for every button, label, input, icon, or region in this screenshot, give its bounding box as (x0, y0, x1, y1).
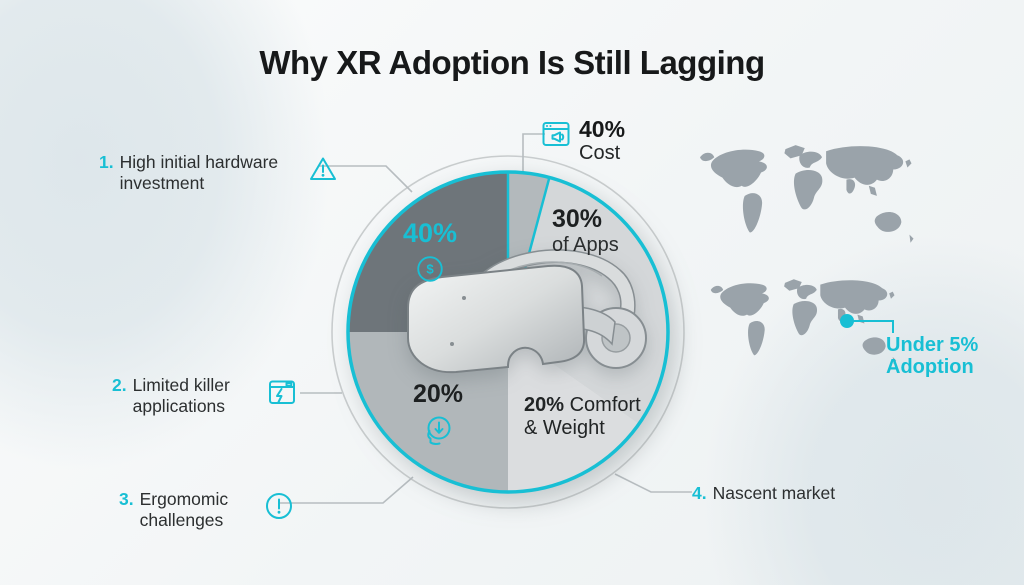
slice-value: 30% (552, 205, 603, 233)
slice-value: 40% (402, 218, 458, 248)
reason-text: High initial hardware investment (119, 152, 279, 194)
world-map-top (700, 145, 914, 243)
reason-item-1: 1. High initial hardware investment (99, 152, 338, 195)
slice-label-apps: 30% of Apps (552, 205, 619, 257)
pie-slice-comfort-weight (508, 332, 640, 492)
leader-line-reason-3 (280, 476, 414, 504)
page-title: Why XR Adoption Is Still Lagging (259, 44, 765, 81)
slice-value: 20% (412, 380, 464, 408)
map-callout-line2: Adoption (886, 356, 974, 379)
slice-label-ergonomics: 20% (392, 380, 484, 454)
broken-app-icon (267, 377, 297, 407)
reason-number: 1. (99, 152, 114, 172)
dollar-circle-icon: $ (414, 253, 446, 290)
cost-label: Cost (579, 142, 621, 165)
reason-text: Ergomomic challenges (139, 489, 229, 531)
leader-line-reason-1 (318, 165, 413, 193)
reason-number: 3. (119, 489, 134, 509)
reason-text: Limited killer applications (132, 375, 230, 417)
cost-callout: 40% Cost (540, 116, 626, 165)
ad-window-icon (540, 118, 572, 150)
vr-headset-illustration (400, 246, 662, 408)
slice-text: Comfort & Weight (524, 394, 641, 439)
cost-value: 40% (579, 116, 626, 142)
head-down-arrow-icon (420, 413, 456, 454)
pie-slice-ergonomics (348, 332, 508, 492)
slice-text: of Apps (552, 233, 619, 256)
reason-text: Nascent market (712, 483, 836, 503)
slice-value: 20% (524, 394, 565, 416)
pie-outer-ring (331, 155, 685, 509)
warning-triangle-icon (308, 154, 338, 184)
map-callout-line1: Under 5% (886, 334, 979, 356)
circle-exclamation-icon (264, 491, 294, 521)
slice-label-comfort: 20% Comfort & Weight (524, 394, 658, 439)
leader-line-reason-4 (614, 473, 692, 493)
map-callout: Under 5% Adoption (886, 334, 978, 379)
reason-item-2: 2. Limited killer applications (112, 375, 297, 418)
reason-number: 2. (112, 375, 127, 395)
reason-number: 4. (692, 483, 707, 503)
adoption-dot (840, 314, 854, 328)
reason-item-4: 4. Nascent market (692, 483, 835, 504)
leader-line-cost (522, 133, 545, 175)
reason-item-3: 3. Ergomomic challenges (119, 489, 294, 532)
slice-label-hardware: 40% $ (384, 218, 476, 290)
svg-text:$: $ (426, 262, 434, 277)
